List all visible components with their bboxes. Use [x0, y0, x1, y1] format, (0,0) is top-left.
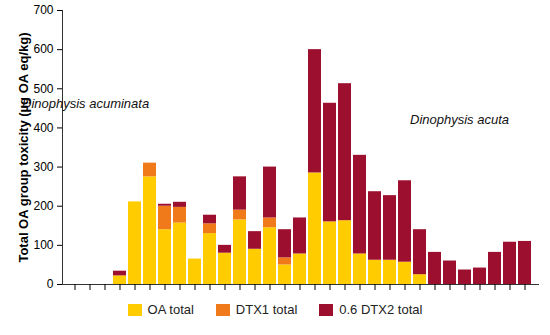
html-text:0.6 DTX2 total: 0.6 DTX2 total	[339, 302, 423, 317]
svg-text:0: 0	[47, 277, 54, 291]
html-text:Dinophysis acuta: Dinophysis acuta	[410, 112, 509, 127]
svg-text:200: 200	[33, 199, 53, 213]
svg-text:400: 400	[33, 121, 53, 135]
html-text:DTX1 total: DTX1 total	[235, 302, 298, 317]
html-text:OA total: OA total	[147, 302, 194, 317]
html-text:Dinophysis acuminata: Dinophysis acuminata	[22, 96, 150, 111]
svg-text:500: 500	[33, 82, 53, 96]
svg-text:300: 300	[33, 160, 53, 174]
svg-text:700: 700	[33, 3, 53, 17]
svg-text:100: 100	[33, 238, 53, 252]
svg-text:Total OA group toxicity (µg OA: Total OA group toxicity (µg OA eq/kg)	[16, 32, 31, 262]
svg-text:600: 600	[33, 42, 53, 56]
